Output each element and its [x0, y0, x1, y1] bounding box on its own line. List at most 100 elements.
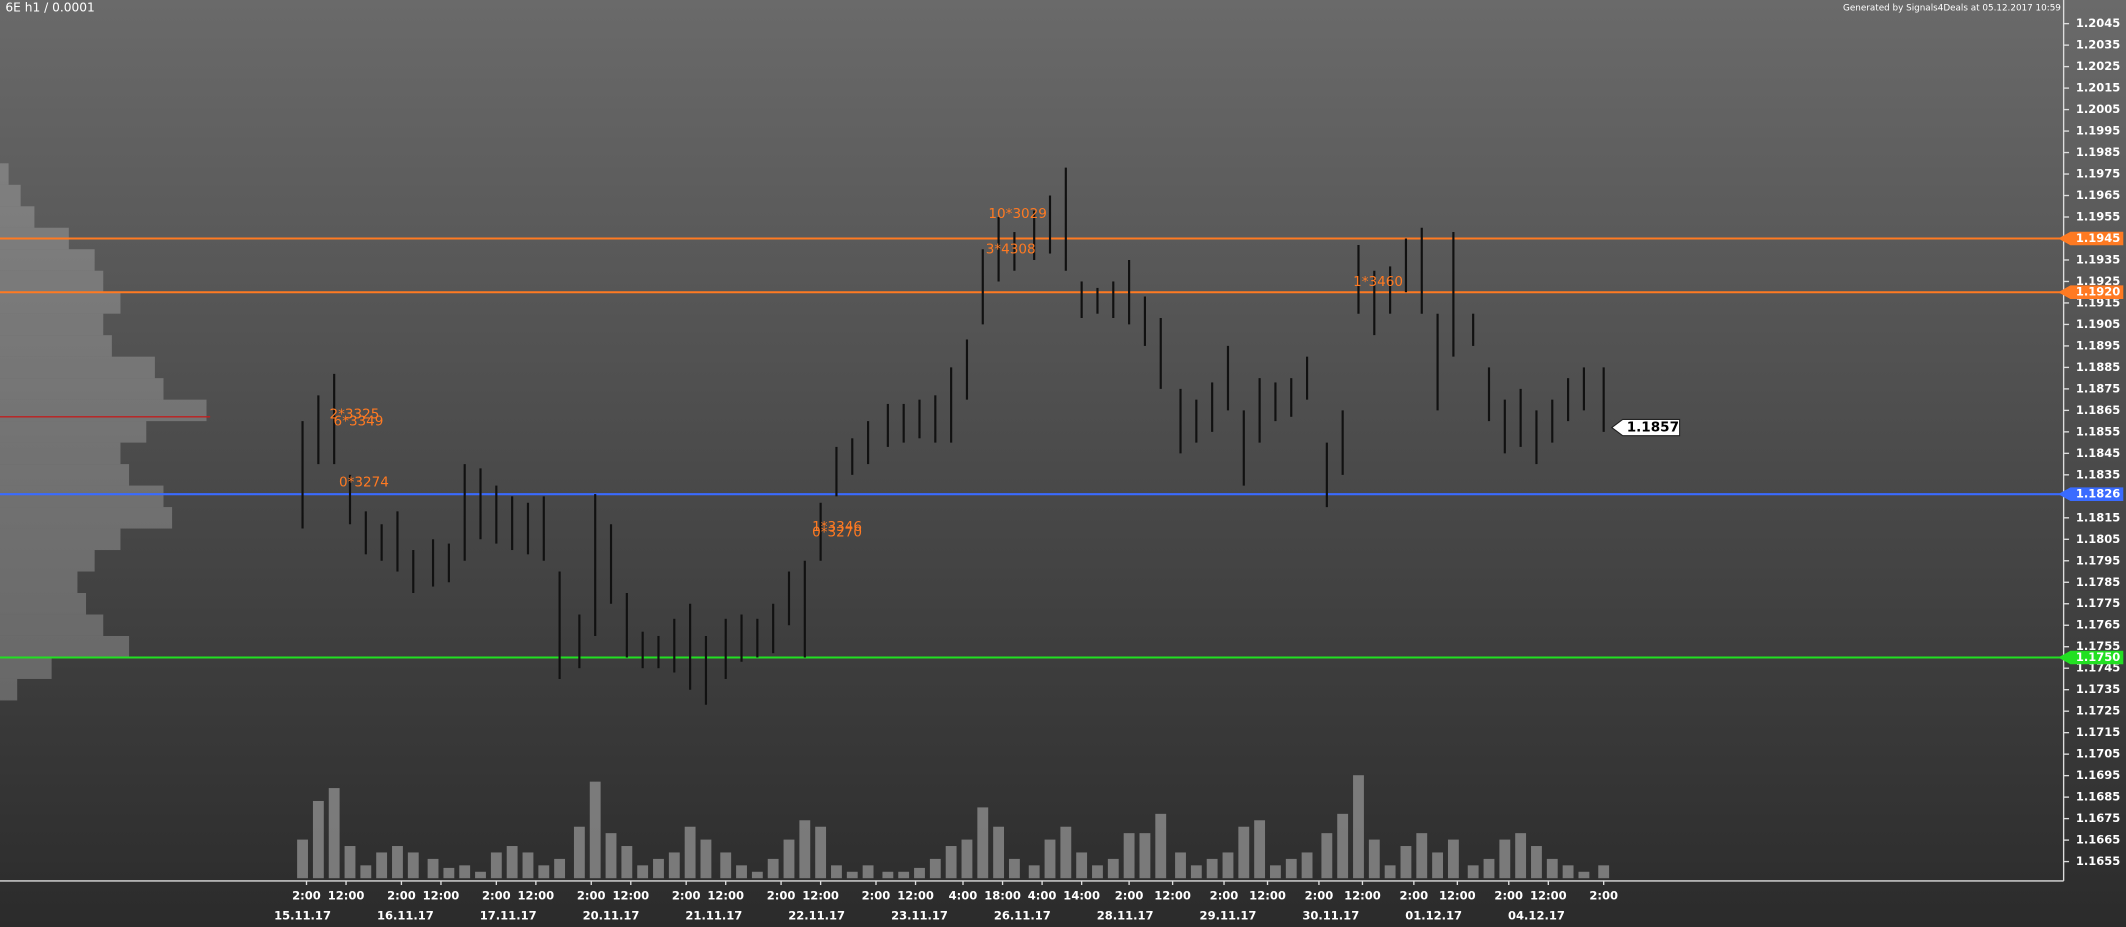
volume-bar — [1598, 865, 1610, 879]
x-tick-label: 2:00 — [1115, 888, 1144, 902]
volume-bar — [1499, 839, 1511, 879]
volume-bar — [637, 865, 649, 879]
level-label: 1.1945 — [2076, 231, 2120, 245]
y-tick-label: 1.1895 — [2076, 338, 2120, 352]
profile-bar — [0, 356, 155, 379]
profile-bar — [0, 635, 130, 658]
y-tick-label: 1.2015 — [2076, 81, 2120, 95]
volume-bar — [573, 826, 585, 879]
volume-bar — [490, 852, 502, 879]
y-tick-label: 1.1725 — [2076, 704, 2120, 718]
y-tick-label: 1.1885 — [2076, 360, 2120, 374]
x-tick-label: 12:00 — [1530, 888, 1567, 902]
volume-bar — [1190, 865, 1202, 879]
volume-bar — [1238, 826, 1250, 879]
y-tick-label: 1.1955 — [2076, 210, 2120, 224]
y-tick-label: 1.1985 — [2076, 145, 2120, 159]
x-tick-label: 2:00 — [387, 888, 416, 902]
volume-bar — [360, 865, 372, 879]
y-tick-label: 1.1675 — [2076, 811, 2120, 825]
y-tick-label: 1.1695 — [2076, 768, 2120, 782]
x-tick-label: 12:00 — [1249, 888, 1286, 902]
y-tick-label: 1.2025 — [2076, 59, 2120, 73]
y-tick-label: 1.1925 — [2076, 274, 2120, 288]
y-tick-label: 1.1665 — [2076, 833, 2120, 847]
y-tick-label: 1.1865 — [2076, 403, 2120, 417]
annotation: 0*3274 — [339, 474, 389, 490]
level-tag — [2058, 285, 2124, 299]
profile-bar — [0, 421, 147, 443]
volume-bar — [993, 826, 1005, 879]
x-tick-label: 2:00 — [672, 888, 701, 902]
volume-bar — [914, 867, 925, 879]
volume-bar — [376, 852, 388, 879]
y-tick-label: 1.1875 — [2076, 381, 2120, 395]
volume-bar — [700, 839, 712, 879]
volume-bar — [799, 820, 811, 879]
volume-bar — [1400, 846, 1412, 879]
volume-bar — [1060, 826, 1072, 879]
volume-bar — [815, 826, 827, 879]
volume-bar — [1123, 833, 1135, 879]
x-tick-label: 4:00 — [949, 888, 978, 902]
volume-bar — [1447, 839, 1459, 879]
profile-bar — [0, 292, 121, 314]
volume-bar — [1076, 852, 1088, 879]
y-tick-label: 1.1705 — [2076, 747, 2120, 761]
x-tick-label: 2:00 — [1400, 888, 1429, 902]
volume-bar — [1467, 865, 1479, 879]
volume-bar — [977, 807, 989, 879]
profile-bar — [0, 485, 164, 508]
profile-bar — [0, 657, 52, 679]
volume-bar — [443, 867, 455, 879]
volume-bar — [475, 871, 486, 879]
x-tick-label: 4:00 — [1028, 888, 1057, 902]
profile-bar — [0, 507, 173, 529]
profile-bar — [0, 593, 87, 615]
volume-bar — [684, 826, 696, 879]
y-tick-label: 1.2045 — [2076, 16, 2120, 30]
y-tick-label: 1.1935 — [2076, 252, 2120, 266]
volume-bar — [459, 865, 471, 879]
volume-bar — [1483, 858, 1495, 879]
date-label: 17.11.17 — [480, 909, 537, 923]
volume-bar — [1222, 852, 1234, 879]
profile-bar — [0, 571, 78, 594]
date-label: 16.11.17 — [377, 909, 434, 923]
date-label: 30.11.17 — [1302, 909, 1359, 923]
volume-bar — [1301, 852, 1313, 879]
level-tag — [2058, 487, 2124, 501]
volume-bar — [344, 846, 356, 879]
y-tick-label: 1.1755 — [2076, 639, 2120, 653]
volume-bar — [767, 858, 779, 879]
volume-bar — [605, 833, 617, 879]
y-tick-label: 1.1795 — [2076, 553, 2120, 567]
volume-bar — [1139, 833, 1151, 879]
y-tick-label: 1.1785 — [2076, 575, 2120, 589]
date-label: 28.11.17 — [1097, 909, 1154, 923]
level-tag — [2058, 650, 2124, 665]
x-tick-label: 2:00 — [767, 888, 796, 902]
volume-bar — [1175, 852, 1186, 879]
volume-bar — [1092, 865, 1103, 879]
y-tick-label: 1.1835 — [2076, 467, 2120, 481]
volume-bar — [312, 800, 324, 879]
y-tick-label: 1.1855 — [2076, 424, 2120, 438]
date-label: 21.11.17 — [685, 909, 742, 923]
volume-bar — [1353, 775, 1364, 879]
volume-bar — [328, 788, 340, 879]
volume-bar — [736, 865, 747, 879]
volume-bar — [1384, 865, 1396, 879]
chart-title: 6E h1 / 0.0001 — [5, 1, 94, 15]
volume-bar — [1044, 839, 1056, 879]
x-tick-label: 12:00 — [328, 888, 365, 902]
x-tick-label: 12:00 — [897, 888, 934, 902]
x-tick-label: 2:00 — [862, 888, 891, 902]
volume-bar — [1155, 813, 1167, 879]
volume-bar — [538, 865, 550, 879]
volume-bar — [862, 865, 874, 879]
y-tick-label: 1.1965 — [2076, 188, 2120, 202]
profile-bar — [0, 528, 121, 551]
annotation: 10*3029 — [988, 206, 1047, 222]
